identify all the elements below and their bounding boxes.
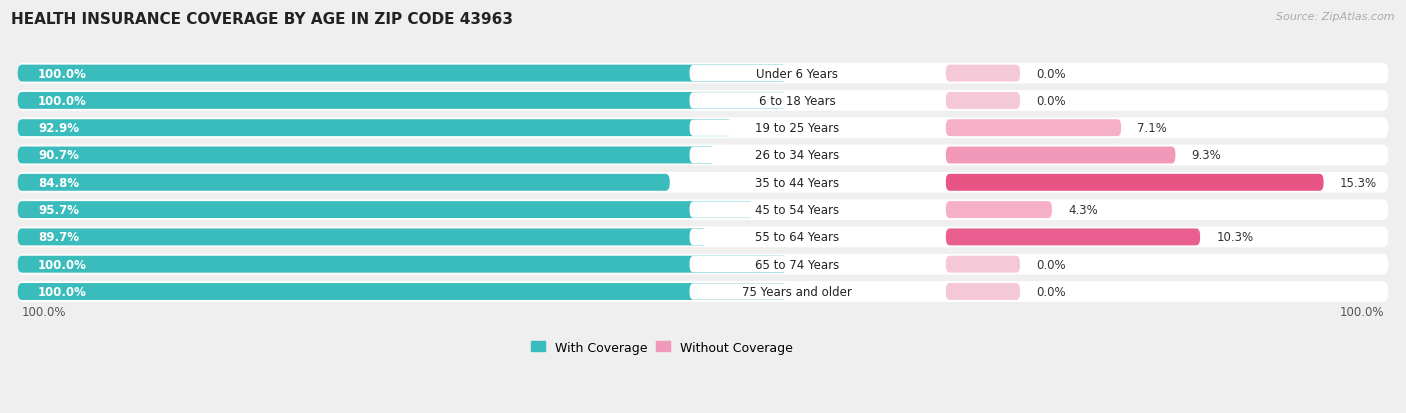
Text: 0.0%: 0.0% — [1036, 95, 1066, 108]
FancyBboxPatch shape — [946, 147, 1175, 164]
Text: 9.3%: 9.3% — [1192, 149, 1222, 162]
Text: 100.0%: 100.0% — [21, 305, 66, 318]
FancyBboxPatch shape — [946, 120, 1121, 137]
FancyBboxPatch shape — [18, 227, 1388, 248]
FancyBboxPatch shape — [18, 93, 786, 109]
Text: 15.3%: 15.3% — [1340, 176, 1376, 189]
FancyBboxPatch shape — [18, 283, 786, 300]
FancyBboxPatch shape — [946, 174, 1323, 191]
FancyBboxPatch shape — [946, 202, 1052, 218]
Text: Source: ZipAtlas.com: Source: ZipAtlas.com — [1277, 12, 1395, 22]
Text: 92.9%: 92.9% — [38, 122, 79, 135]
FancyBboxPatch shape — [18, 200, 1388, 221]
Text: 0.0%: 0.0% — [1036, 258, 1066, 271]
FancyBboxPatch shape — [18, 229, 707, 246]
Text: Under 6 Years: Under 6 Years — [756, 67, 838, 81]
Text: 100.0%: 100.0% — [38, 95, 87, 108]
Text: 95.7%: 95.7% — [38, 204, 79, 216]
Text: 100.0%: 100.0% — [38, 258, 87, 271]
FancyBboxPatch shape — [18, 147, 716, 164]
Text: 100.0%: 100.0% — [38, 285, 87, 298]
FancyBboxPatch shape — [18, 202, 754, 218]
Text: 35 to 44 Years: 35 to 44 Years — [755, 176, 839, 189]
Text: HEALTH INSURANCE COVERAGE BY AGE IN ZIP CODE 43963: HEALTH INSURANCE COVERAGE BY AGE IN ZIP … — [11, 12, 513, 27]
Text: 89.7%: 89.7% — [38, 231, 79, 244]
FancyBboxPatch shape — [18, 174, 669, 191]
FancyBboxPatch shape — [946, 256, 1019, 273]
Text: 45 to 54 Years: 45 to 54 Years — [755, 204, 839, 216]
Text: 65 to 74 Years: 65 to 74 Years — [755, 258, 839, 271]
FancyBboxPatch shape — [18, 281, 1388, 302]
FancyBboxPatch shape — [689, 66, 905, 82]
FancyBboxPatch shape — [18, 91, 1388, 112]
Text: 55 to 64 Years: 55 to 64 Years — [755, 231, 839, 244]
Text: 75 Years and older: 75 Years and older — [742, 285, 852, 298]
Text: 84.8%: 84.8% — [38, 176, 79, 189]
FancyBboxPatch shape — [18, 64, 1388, 84]
FancyBboxPatch shape — [18, 120, 733, 137]
Text: 10.3%: 10.3% — [1216, 231, 1253, 244]
Text: 6 to 18 Years: 6 to 18 Years — [759, 95, 835, 108]
Text: 100.0%: 100.0% — [1340, 305, 1385, 318]
FancyBboxPatch shape — [18, 66, 786, 82]
Legend: With Coverage, Without Coverage: With Coverage, Without Coverage — [526, 336, 797, 358]
FancyBboxPatch shape — [946, 66, 1019, 82]
FancyBboxPatch shape — [689, 284, 905, 300]
FancyBboxPatch shape — [18, 256, 786, 273]
Text: 7.1%: 7.1% — [1137, 122, 1167, 135]
FancyBboxPatch shape — [946, 283, 1019, 300]
FancyBboxPatch shape — [689, 256, 905, 273]
FancyBboxPatch shape — [946, 229, 1201, 246]
Text: 90.7%: 90.7% — [38, 149, 79, 162]
FancyBboxPatch shape — [689, 120, 905, 137]
FancyBboxPatch shape — [18, 254, 1388, 275]
FancyBboxPatch shape — [18, 118, 1388, 139]
Text: 0.0%: 0.0% — [1036, 285, 1066, 298]
FancyBboxPatch shape — [689, 93, 905, 109]
FancyBboxPatch shape — [18, 145, 1388, 166]
FancyBboxPatch shape — [689, 229, 905, 245]
FancyBboxPatch shape — [689, 202, 905, 218]
Text: 4.3%: 4.3% — [1069, 204, 1098, 216]
Text: 0.0%: 0.0% — [1036, 67, 1066, 81]
FancyBboxPatch shape — [689, 175, 905, 191]
FancyBboxPatch shape — [689, 147, 905, 164]
Text: 26 to 34 Years: 26 to 34 Years — [755, 149, 839, 162]
Text: 100.0%: 100.0% — [38, 67, 87, 81]
Text: 19 to 25 Years: 19 to 25 Years — [755, 122, 839, 135]
FancyBboxPatch shape — [18, 173, 1388, 193]
FancyBboxPatch shape — [946, 93, 1019, 109]
